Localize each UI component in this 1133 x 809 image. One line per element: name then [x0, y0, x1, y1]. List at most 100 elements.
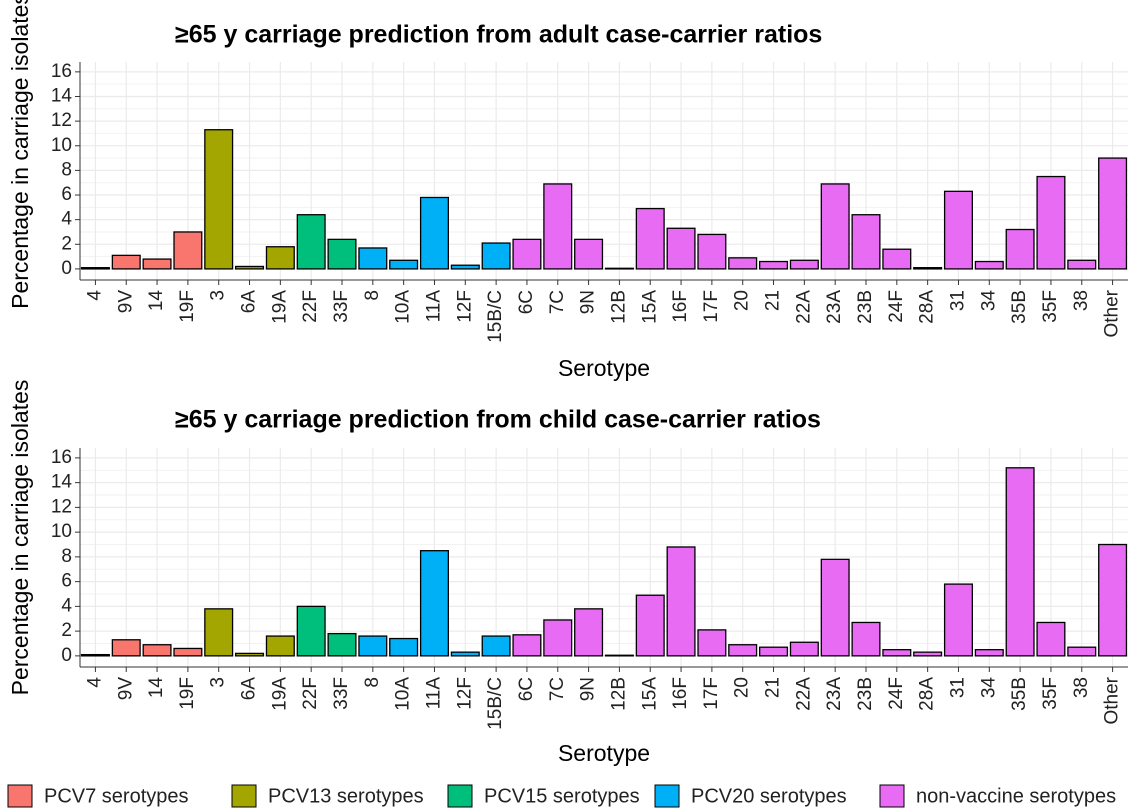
bar: [1036, 621, 1066, 657]
bar: [697, 233, 727, 270]
bar: [296, 214, 326, 270]
x-tick-label: 9N: [578, 290, 599, 314]
x-tick-label: 28A: [917, 677, 938, 711]
y-tick-label: 16: [51, 447, 72, 468]
bar: [419, 196, 449, 270]
x-tick-label: 31: [947, 290, 968, 311]
x-tick-label: 12F: [454, 677, 475, 710]
bar: [574, 238, 604, 270]
bar: [481, 635, 511, 657]
bar: [1005, 467, 1035, 657]
bar: [604, 654, 634, 657]
x-tick-label: 4: [84, 290, 105, 301]
x-tick-label: 11A: [423, 677, 444, 710]
bar: [635, 594, 665, 657]
x-tick-label: 24F: [886, 677, 907, 710]
bar: [327, 632, 357, 657]
x-tick-label: Other: [1102, 676, 1123, 724]
x-tick-label: 10A: [393, 677, 414, 711]
bar: [512, 634, 542, 657]
y-tick-label: 16: [51, 61, 72, 82]
bar: [265, 246, 295, 270]
y-axis-label: Percentage in carriage isolates: [7, 380, 33, 696]
x-tick-label: 6A: [239, 290, 260, 314]
bar: [173, 647, 203, 657]
bar: [943, 190, 973, 270]
bar: [789, 259, 819, 270]
chart-title: ≥65 y carriage prediction from adult cas…: [175, 21, 822, 49]
bar: [789, 641, 819, 657]
bar: [419, 550, 449, 657]
bar: [1098, 157, 1128, 270]
x-tick-label: 34: [978, 290, 999, 312]
x-tick-label: 16F: [670, 677, 691, 710]
bar: [759, 260, 789, 270]
x-tick-label: 3: [208, 290, 229, 301]
bar: [543, 183, 573, 270]
bar: [820, 558, 850, 657]
x-tick-label: 33F: [331, 290, 352, 323]
bar: [327, 238, 357, 270]
x-tick-label: 23B: [855, 677, 876, 711]
x-tick-label: 4: [84, 677, 105, 688]
bar: [235, 652, 265, 657]
bar: [666, 227, 696, 270]
legend-swatch: [654, 784, 680, 808]
x-tick-label: 33F: [331, 677, 352, 710]
bar: [759, 646, 789, 657]
bar: [450, 264, 480, 270]
x-tick-label: 38: [1071, 290, 1092, 311]
x-tick-label: 20: [732, 290, 753, 311]
y-tick-label: 8: [61, 159, 72, 180]
y-tick-label: 10: [51, 135, 72, 156]
bar: [851, 621, 881, 657]
x-tick-label: 21: [763, 290, 784, 311]
bar: [389, 637, 419, 657]
bar: [265, 635, 295, 657]
x-tick-label: 35B: [1009, 290, 1030, 324]
bar: [235, 265, 265, 270]
bar: [142, 258, 172, 270]
bar: [604, 267, 634, 270]
x-tick-label: 14: [146, 290, 167, 312]
x-tick-label: 7C: [547, 677, 568, 701]
bar: [913, 651, 943, 657]
x-tick-label: 23A: [824, 290, 845, 324]
x-tick-label: 35F: [1040, 290, 1061, 323]
bar: [450, 651, 480, 657]
x-tick-label: 10A: [393, 290, 414, 324]
x-tick-label: 22A: [793, 677, 814, 711]
x-tick-label: 23B: [855, 290, 876, 324]
bar: [635, 207, 665, 270]
bar: [481, 242, 511, 270]
x-tick-label: 9V: [115, 290, 136, 314]
x-tick-label: 12B: [608, 290, 629, 324]
x-tick-label: 19A: [269, 677, 290, 711]
x-tick-label: 8: [362, 290, 383, 301]
x-tick-label: 12B: [608, 677, 629, 711]
bar: [913, 267, 943, 270]
x-tick-label: 17F: [701, 677, 722, 710]
bar: [80, 653, 110, 657]
x-tick-label: 8: [362, 677, 383, 688]
x-tick-label: 6C: [516, 290, 537, 314]
y-axis-label: Percentage in carriage isolates: [7, 0, 33, 309]
x-axis-label: Serotype: [558, 740, 650, 766]
x-tick-label: 19F: [177, 290, 198, 323]
x-tick-label: 24F: [886, 290, 907, 323]
bar: [1098, 543, 1128, 657]
bar: [1067, 259, 1097, 270]
x-tick-label: 9N: [578, 677, 599, 701]
y-tick-label: 6: [61, 184, 72, 205]
y-tick-label: 2: [61, 620, 72, 641]
x-tick-label: 6C: [516, 677, 537, 701]
legend-label: PCV13 serotypes: [268, 785, 424, 807]
bar: [666, 546, 696, 657]
x-tick-label: 35B: [1009, 677, 1030, 711]
y-tick-label: 4: [61, 209, 72, 230]
legend-label: PCV7 serotypes: [44, 785, 189, 807]
bar: [204, 129, 234, 270]
y-tick-label: 0: [61, 645, 72, 666]
bar: [358, 247, 388, 270]
legend-label: PCV20 serotypes: [691, 785, 847, 807]
